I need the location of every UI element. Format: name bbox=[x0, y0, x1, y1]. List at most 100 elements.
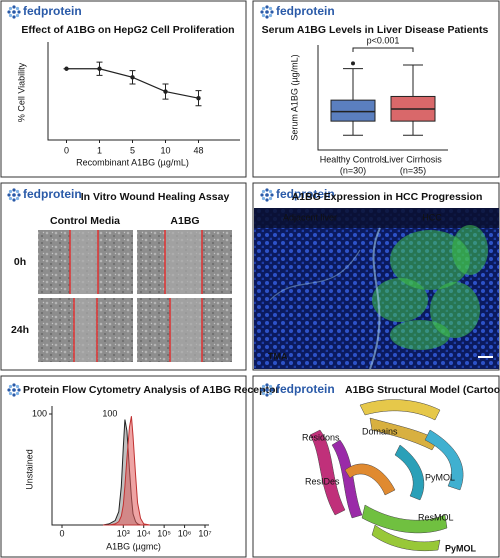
logo-dot bbox=[270, 388, 274, 392]
logo-dot bbox=[265, 188, 269, 192]
axis bbox=[47, 42, 240, 141]
logo-dot bbox=[261, 6, 266, 11]
panel-title: A1BG Structural Model (Cartoon) bbox=[345, 384, 500, 396]
logo-dot bbox=[265, 383, 269, 387]
logo-dot bbox=[12, 10, 16, 14]
logo-dot bbox=[15, 13, 20, 18]
wound-gap bbox=[165, 230, 202, 294]
ribbon bbox=[394, 444, 425, 501]
ribbon bbox=[424, 429, 464, 491]
logo-dot bbox=[260, 10, 264, 14]
logo-dot bbox=[261, 189, 266, 194]
logo-dot bbox=[15, 196, 20, 201]
logo-dot bbox=[260, 388, 264, 392]
logo-dot bbox=[265, 393, 269, 397]
logo-dot bbox=[8, 196, 13, 201]
stain-region bbox=[390, 320, 450, 350]
annotation: p<0.001 bbox=[367, 35, 400, 45]
x-tick-label: 10⁷ bbox=[198, 528, 211, 538]
logo-dot bbox=[265, 15, 269, 19]
logo-dot bbox=[15, 384, 20, 389]
panel-frame bbox=[252, 0, 500, 178]
y-axis-label: % Cell Viability bbox=[16, 62, 26, 122]
logo-dot bbox=[12, 198, 16, 202]
logo-dot bbox=[265, 388, 269, 392]
panel-frame bbox=[0, 0, 247, 178]
box bbox=[330, 99, 376, 122]
logo-dot bbox=[15, 391, 20, 396]
ribbon bbox=[344, 463, 396, 496]
x-tick-label: 10⁴ bbox=[137, 528, 151, 538]
logo-dot bbox=[8, 13, 13, 18]
logo-dot bbox=[270, 10, 274, 14]
logo-dot bbox=[7, 388, 11, 392]
logo-dot bbox=[12, 5, 16, 9]
x-tick-label: Healthy Controls bbox=[320, 154, 387, 164]
x-tick-label: 1 bbox=[97, 145, 102, 155]
stain-region bbox=[452, 225, 488, 275]
tissue-boundary bbox=[369, 227, 381, 370]
ribbon bbox=[331, 439, 363, 519]
structure-label: Domains bbox=[362, 426, 398, 436]
point bbox=[97, 66, 102, 71]
brand: fedprotein bbox=[276, 382, 335, 396]
chart-title: Serum A1BG Levels in Liver Disease Patie… bbox=[262, 24, 489, 36]
point bbox=[130, 75, 135, 80]
logo-dot bbox=[261, 384, 266, 389]
x-tick-note: (n=30) bbox=[340, 165, 366, 175]
structure-label: PyMOL bbox=[445, 543, 477, 553]
stain-region bbox=[390, 230, 470, 290]
x-tick-label: 48 bbox=[193, 145, 203, 155]
logo-dot bbox=[265, 198, 269, 202]
x-tick-label: Liver Cirrhosis bbox=[384, 154, 442, 164]
logo-dot bbox=[265, 10, 269, 14]
logo-dot bbox=[12, 393, 16, 397]
ribbon bbox=[371, 524, 441, 552]
vessel bbox=[269, 249, 361, 301]
logo-dot bbox=[17, 10, 21, 14]
logo-dot bbox=[17, 388, 21, 392]
y-axis-label: Unstained bbox=[24, 449, 34, 490]
x-tick-note: (n=35) bbox=[400, 165, 426, 175]
logo-dot bbox=[8, 391, 13, 396]
x-tick-label: 10⁶ bbox=[178, 528, 192, 538]
y-tick-label: 100 bbox=[32, 408, 47, 418]
brand: fedprotein bbox=[23, 187, 82, 201]
logo-dot bbox=[261, 391, 266, 396]
point bbox=[163, 89, 168, 94]
logo-dot bbox=[15, 6, 20, 11]
label-strip bbox=[254, 208, 499, 228]
wound-gap bbox=[74, 298, 97, 362]
x-tick-label: 5 bbox=[130, 145, 135, 155]
brand: fedprotein bbox=[276, 4, 335, 18]
axis bbox=[51, 406, 209, 526]
panel-title: A1BG Expression in HCC Progression bbox=[292, 191, 483, 203]
image-label: Adjacent liver bbox=[283, 212, 337, 222]
logo-dot bbox=[268, 391, 273, 396]
logo-dot bbox=[7, 10, 11, 14]
x-tick-label: 0 bbox=[64, 145, 69, 155]
point bbox=[64, 66, 69, 71]
outlier bbox=[351, 61, 355, 66]
logo-dot bbox=[15, 189, 20, 194]
logo-dot bbox=[12, 188, 16, 192]
column-label: Control Media bbox=[50, 215, 120, 227]
logo-dot bbox=[265, 5, 269, 9]
logo-dot bbox=[12, 15, 16, 19]
ribbon bbox=[361, 504, 448, 534]
brand: fedprotein bbox=[276, 187, 335, 201]
peak-label: 100 bbox=[102, 408, 117, 418]
ribbon bbox=[359, 399, 441, 421]
logo-dot bbox=[261, 13, 266, 18]
axis bbox=[317, 45, 448, 151]
logo-dot bbox=[12, 193, 16, 197]
stain-region bbox=[372, 278, 428, 322]
image-label: HCC bbox=[422, 212, 442, 222]
logo-dot bbox=[268, 13, 273, 18]
y-axis-label: Serum A1BG (µg/mL) bbox=[289, 54, 299, 140]
structure-label: ResIDes bbox=[305, 476, 340, 486]
row-label: 24h bbox=[11, 324, 29, 336]
significance-bracket bbox=[352, 47, 414, 52]
x-axis-label: Recombinant A1BG (µg/mL) bbox=[76, 157, 189, 167]
column-label: A1BG bbox=[170, 215, 199, 227]
